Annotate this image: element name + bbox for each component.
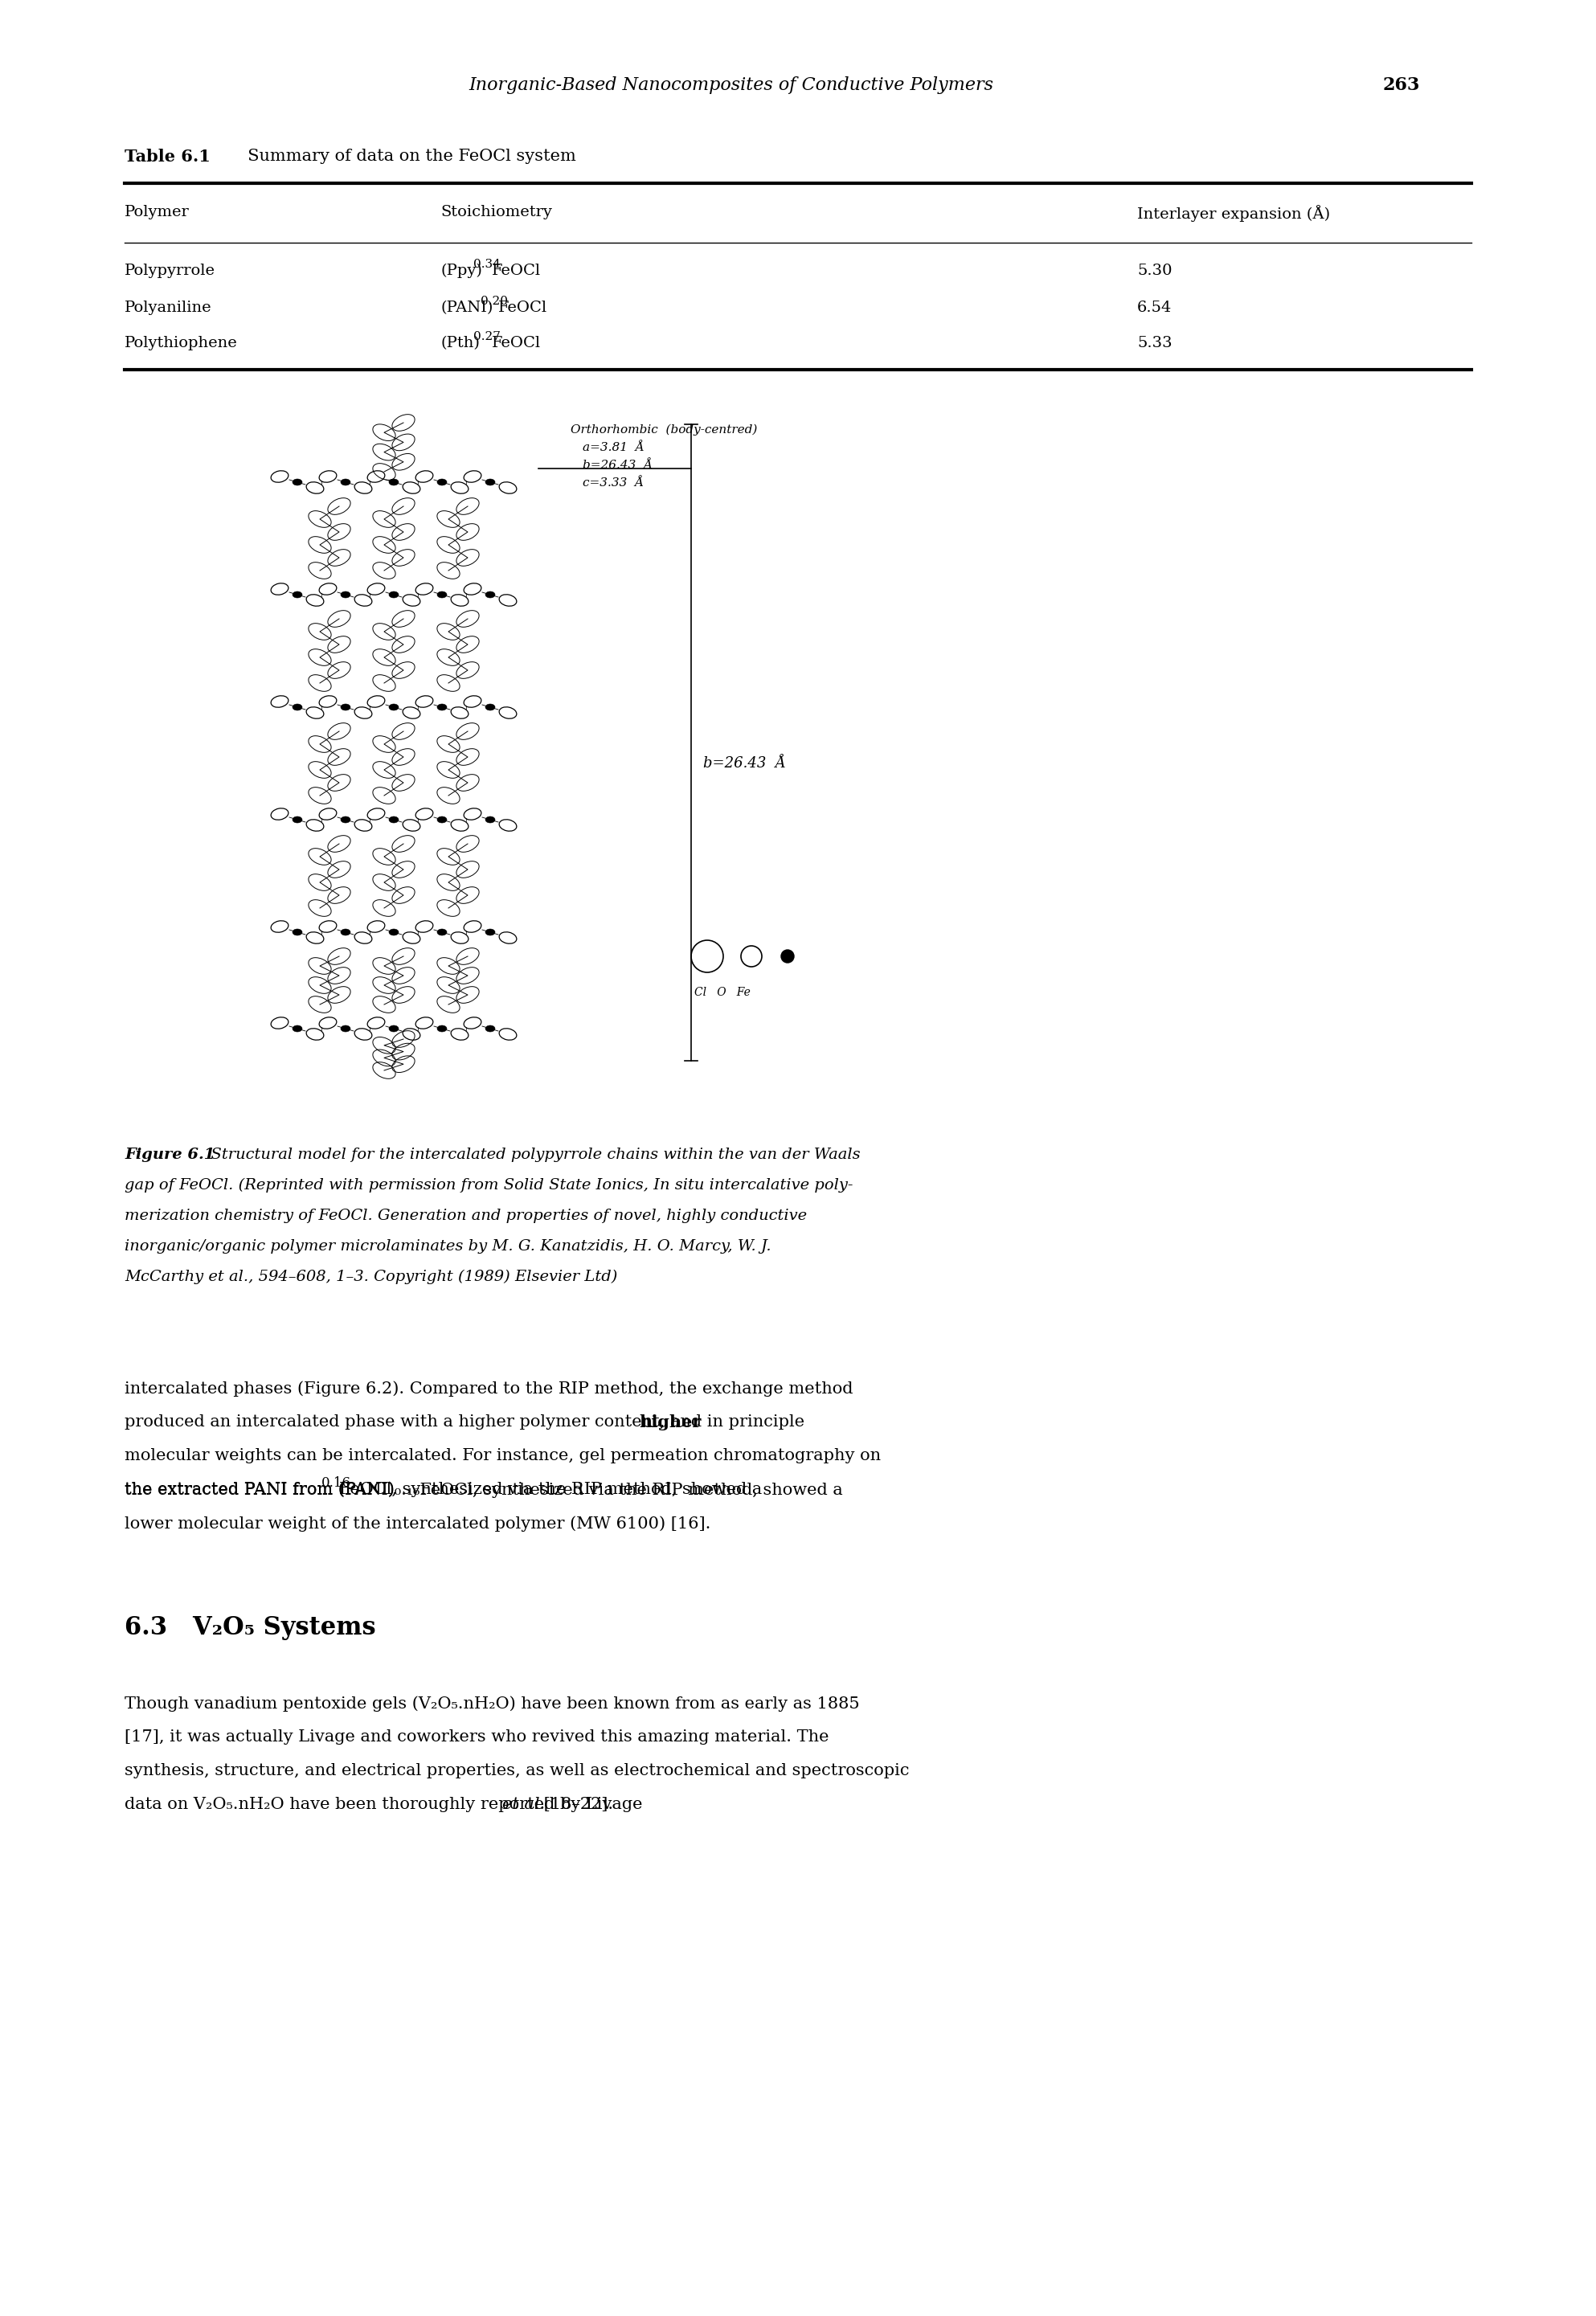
Text: Structural model for the intercalated polypyrrole chains within the van der Waal: Structural model for the intercalated po… <box>201 1146 860 1163</box>
Text: Stoichiometry: Stoichiometry <box>440 204 552 220</box>
Ellipse shape <box>292 1026 302 1033</box>
Text: Though vanadium pentoxide gels (V₂O₅.nH₂O) have been known from as early as 1885: Though vanadium pentoxide gels (V₂O₅.nH₂… <box>124 1695 860 1712</box>
Text: a=3.81  Å: a=3.81 Å <box>583 442 645 454</box>
Text: Interlayer expansion (Å): Interlayer expansion (Å) <box>1136 204 1329 222</box>
Text: Figure 6.1: Figure 6.1 <box>124 1146 215 1163</box>
Text: Polypyrrole: Polypyrrole <box>124 264 215 278</box>
Text: 6.3   V₂O₅ Systems: 6.3 V₂O₅ Systems <box>124 1614 375 1640</box>
Text: 0.27: 0.27 <box>474 331 501 343</box>
Text: FeOCl, synthesized via the RIP method, showed a: FeOCl, synthesized via the RIP method, s… <box>338 1482 761 1496</box>
Ellipse shape <box>389 818 399 822</box>
Text: 5.33: 5.33 <box>1136 336 1171 350</box>
Ellipse shape <box>389 591 399 598</box>
Ellipse shape <box>389 929 399 936</box>
Text: Orthorhombic  (body-centred): Orthorhombic (body-centred) <box>571 424 758 435</box>
Text: b=26.43  Å: b=26.43 Å <box>704 757 785 771</box>
Text: Summary of data on the FeOCl system: Summary of data on the FeOCl system <box>238 148 576 164</box>
Text: (Pth): (Pth) <box>440 336 480 350</box>
Ellipse shape <box>389 479 399 486</box>
Ellipse shape <box>340 818 351 822</box>
Ellipse shape <box>340 479 351 486</box>
Text: 5.30: 5.30 <box>1136 264 1171 278</box>
Ellipse shape <box>389 1026 399 1033</box>
Text: inorganic/organic polymer microlaminates by M. G. Kanatzidis, H. O. Marcy, W. J.: inorganic/organic polymer microlaminates… <box>124 1239 771 1253</box>
Text: b=26.43  Å: b=26.43 Å <box>583 459 653 470</box>
Text: molecular weights can be intercalated. For instance, gel permeation chromatograp: molecular weights can be intercalated. F… <box>124 1448 881 1464</box>
Text: synthesis, structure, and electrical properties, as well as electrochemical and : synthesis, structure, and electrical pro… <box>124 1762 910 1779</box>
Text: c=3.33  Å: c=3.33 Å <box>583 477 643 489</box>
Ellipse shape <box>292 479 302 486</box>
Text: lower molecular weight of the intercalated polymer (MW 6100) [16].: lower molecular weight of the intercalat… <box>124 1515 710 1531</box>
Ellipse shape <box>340 929 351 936</box>
Text: merization chemistry of FeOCl. Generation and properties of novel, highly conduc: merization chemistry of FeOCl. Generatio… <box>124 1209 808 1223</box>
Ellipse shape <box>437 1026 447 1033</box>
Text: intercalated phases (Figure 6.2). Compared to the RIP method, the exchange metho: intercalated phases (Figure 6.2). Compar… <box>124 1380 852 1397</box>
Text: 6.54: 6.54 <box>1136 301 1171 315</box>
Ellipse shape <box>437 479 447 486</box>
Ellipse shape <box>437 704 447 711</box>
Text: (Ppy): (Ppy) <box>440 264 482 278</box>
Text: Polythiophene: Polythiophene <box>124 336 238 350</box>
Text: FeOCl: FeOCl <box>498 301 547 315</box>
Ellipse shape <box>437 591 447 598</box>
Text: produced an intercalated phase with a higher polymer content, and in principle: produced an intercalated phase with a hi… <box>124 1415 809 1429</box>
Text: Inorganic-Based Nanocomposites of Conductive Polymers: Inorganic-Based Nanocomposites of Conduc… <box>469 76 994 95</box>
Text: [18–22].: [18–22]. <box>538 1797 613 1811</box>
Ellipse shape <box>340 1026 351 1033</box>
Text: et al.: et al. <box>503 1797 544 1811</box>
Text: higher: higher <box>638 1415 701 1431</box>
Ellipse shape <box>292 591 302 598</box>
Text: [17], it was actually Livage and coworkers who revived this amazing material. Th: [17], it was actually Livage and coworke… <box>124 1730 828 1744</box>
Ellipse shape <box>437 929 447 936</box>
Text: data on V₂O₅.nH₂O have been thoroughly reported by Livage: data on V₂O₅.nH₂O have been thoroughly r… <box>124 1797 648 1811</box>
Ellipse shape <box>485 704 495 711</box>
Ellipse shape <box>485 591 495 598</box>
Ellipse shape <box>485 929 495 936</box>
Text: (PANI): (PANI) <box>440 301 493 315</box>
Text: 0.20: 0.20 <box>480 296 508 308</box>
Text: gap of FeOCl. (Reprinted with permission from Solid State Ionics, In situ interc: gap of FeOCl. (Reprinted with permission… <box>124 1179 852 1193</box>
Text: FeOCl: FeOCl <box>492 336 541 350</box>
Ellipse shape <box>292 929 302 936</box>
Text: Cl   O   Fe: Cl O Fe <box>694 987 750 998</box>
Ellipse shape <box>389 704 399 711</box>
Text: Table 6.1: Table 6.1 <box>124 148 211 164</box>
Ellipse shape <box>292 818 302 822</box>
Ellipse shape <box>292 704 302 711</box>
Ellipse shape <box>340 704 351 711</box>
Text: Polyaniline: Polyaniline <box>124 301 212 315</box>
Text: McCarthy et al., 594–608, 1–3. Copyright (1989) Elsevier Ltd): McCarthy et al., 594–608, 1–3. Copyright… <box>124 1269 618 1285</box>
Text: FeOCl: FeOCl <box>492 264 541 278</box>
Ellipse shape <box>485 818 495 822</box>
Text: the extracted PANI from (PANI)₀.₁₆FeOCl, synthesized via the RIP method, showed : the extracted PANI from (PANI)₀.₁₆FeOCl,… <box>124 1482 843 1498</box>
Ellipse shape <box>485 1026 495 1033</box>
Ellipse shape <box>340 591 351 598</box>
Text: the extracted PANI from (PANI): the extracted PANI from (PANI) <box>124 1482 394 1496</box>
Text: 263: 263 <box>1382 76 1419 95</box>
Text: Polymer: Polymer <box>124 204 190 220</box>
Ellipse shape <box>437 818 447 822</box>
Ellipse shape <box>485 479 495 486</box>
Circle shape <box>780 950 793 963</box>
Text: 0.16: 0.16 <box>321 1475 351 1489</box>
Text: 0.34: 0.34 <box>474 259 501 271</box>
